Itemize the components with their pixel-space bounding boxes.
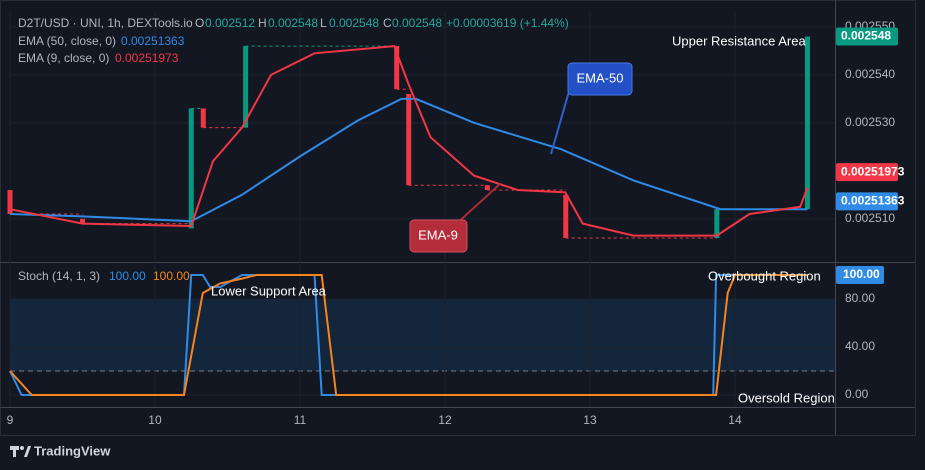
price-label: 0.00251973 (841, 164, 905, 178)
x-tick-label: 14 (728, 413, 742, 427)
candle-body (714, 209, 720, 239)
indicator-name: EMA (9, close, 0) (18, 51, 109, 65)
x-tick-label: 13 (583, 413, 597, 427)
y-tick-label: 0.002510 (845, 211, 895, 225)
annotation: EMA-9 (418, 227, 458, 242)
callout-pointer (454, 183, 501, 226)
line-series (9, 45, 809, 237)
footer-brand: TradingView (34, 443, 111, 458)
line-series (9, 274, 808, 396)
annotation: Oversold Region (738, 390, 835, 405)
symbol: D2T/USD · UNI, 1h, DEXTools.io (18, 16, 193, 30)
x-tick-label: 12 (438, 413, 452, 427)
y-tick-label: 40.00 (845, 339, 875, 353)
marks: 0.0025100.0025300.0025400.0025500.002548… (7, 19, 905, 427)
x-tick-label: 10 (148, 413, 162, 427)
ohlc-value: 0.002512 (205, 16, 255, 30)
candle-body (804, 36, 810, 210)
candle-body (188, 108, 194, 229)
x-tick-label: 9 (7, 413, 14, 427)
candle-body (484, 185, 490, 191)
indicator-value: 0.00251973 (115, 51, 179, 65)
y-tick-label: 0.002530 (845, 115, 895, 129)
frame (0, 0, 916, 436)
value-label: 100.00 (843, 267, 880, 281)
callout-box (409, 219, 468, 253)
ohlc-value: 0.002548 (268, 16, 318, 30)
ohlc-label: C (383, 16, 392, 30)
line-series (9, 97, 808, 223)
ohlc-label: L (320, 16, 327, 30)
candle-body (406, 94, 412, 186)
callout-box (567, 62, 633, 96)
ohlc-value: 0.002548 (392, 16, 442, 30)
price-label-box (836, 27, 898, 46)
ohlc-value: 0.002548 (329, 16, 379, 30)
price-label: 0.002548 (841, 29, 891, 43)
y-tick-label: 80.00 (845, 291, 875, 305)
indicator-value: 100.00 (109, 269, 146, 283)
y-tick-label: 0.002540 (845, 67, 895, 81)
value-label-box (836, 266, 884, 284)
ohlc-label: H (258, 16, 267, 30)
ohlc-label: O (195, 16, 204, 30)
annotation: Overbought Region (708, 268, 821, 283)
indicator-name: Stoch (14, 1, 3) (18, 269, 100, 283)
x-tick-label: 11 (294, 413, 307, 427)
candle-body (200, 108, 206, 128)
indicator-value: 100.00 (153, 269, 190, 283)
footer-logo (10, 446, 31, 457)
band (10, 299, 835, 371)
candle-body (243, 46, 249, 128)
y-tick-label: 0.00 (845, 387, 869, 401)
candle-body (563, 194, 569, 239)
indicator-value: 0.00251363 (121, 34, 185, 48)
annotation: Upper Resistance Area (672, 33, 806, 48)
price-label-box (836, 192, 898, 211)
candle-body (394, 46, 400, 90)
change: +0.00003619 (+1.44%) (446, 16, 569, 30)
candle-body (7, 190, 13, 215)
callout-pointer (550, 87, 571, 155)
annotation: EMA-50 (577, 70, 624, 85)
candle-body (79, 218, 85, 224)
price-label: 0.00251363 (841, 194, 905, 208)
indicator-name: EMA (50, close, 0) (18, 34, 116, 48)
price-label-box (836, 163, 898, 182)
annotation: Lower Support Area (211, 283, 327, 298)
